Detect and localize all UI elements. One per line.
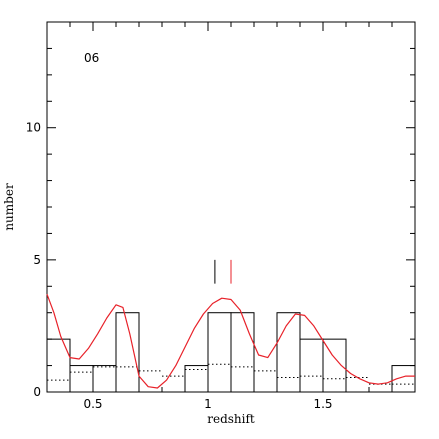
histogram	[46, 312, 416, 393]
axis-ticks: 0.5 1 1.5 0 5 10	[26, 21, 416, 411]
histogram-bar	[322, 338, 347, 393]
histogram-bar	[207, 312, 232, 393]
histogram-bar	[92, 365, 117, 393]
x-axis-title: redshift	[207, 412, 255, 426]
redshift-markers	[214, 259, 232, 284]
histogram-bar	[115, 312, 140, 393]
y-tick-label: 10	[26, 121, 41, 135]
histogram-bar	[184, 365, 209, 393]
histogram-bar	[391, 365, 416, 393]
y-tick-label: 0	[33, 385, 41, 399]
y-axis-title: number	[2, 183, 16, 231]
x-tick-label: 0.5	[83, 397, 102, 411]
histogram-bar	[230, 312, 255, 393]
x-tick-label: 1	[204, 397, 212, 411]
x-tick-label: 1.5	[313, 397, 332, 411]
panel-label: 06	[84, 51, 99, 65]
smooth-curve	[46, 293, 415, 389]
histogram-bar	[276, 312, 301, 393]
y-tick-label: 5	[33, 253, 41, 267]
histogram-bar	[69, 365, 94, 393]
smooth-curve-line	[46, 293, 415, 389]
histogram-bar	[299, 338, 324, 393]
